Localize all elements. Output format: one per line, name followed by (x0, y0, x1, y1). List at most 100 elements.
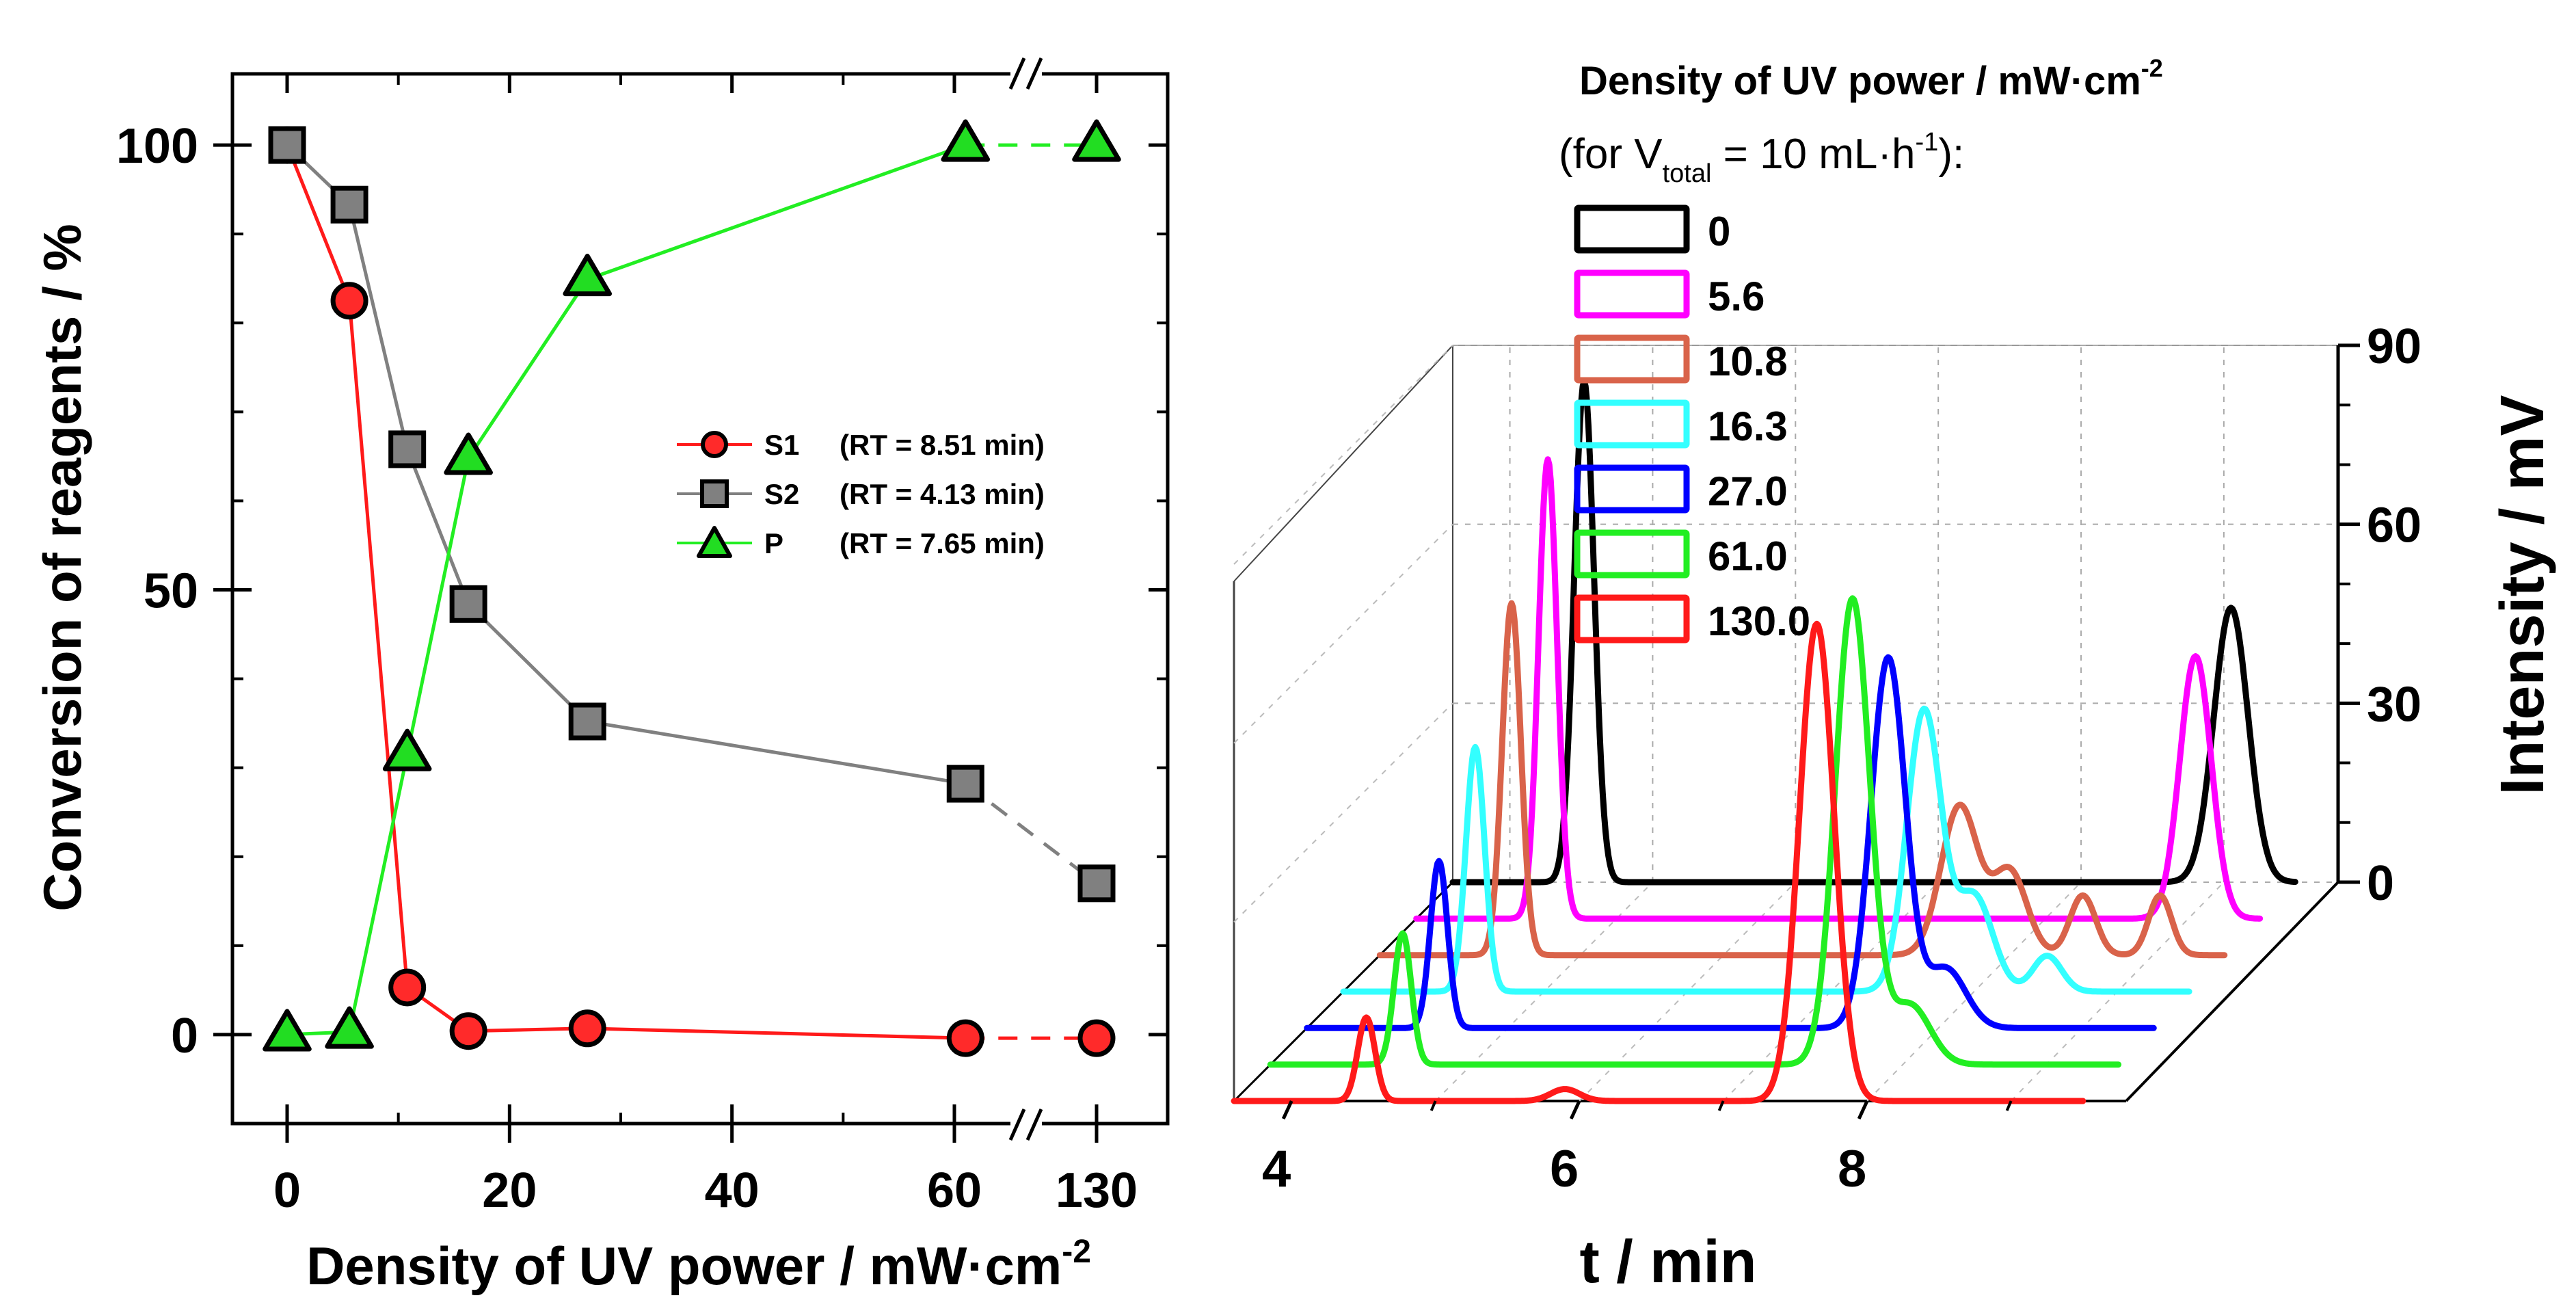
legend-rt-p: (RT = 7.65 min) (840, 527, 1045, 559)
bottom-axis-break-mark (1008, 1108, 1043, 1141)
top-axis-break-mark (1008, 57, 1043, 90)
waterfall-series (1231, 377, 2298, 1104)
legend-swatch-61-0 (1574, 529, 1690, 579)
point-p-10-8 (382, 728, 432, 771)
left-wall-gridline (1233, 523, 1453, 744)
y-tick-label: 50 (144, 563, 198, 618)
legend-title: Density of UV power / mW·cm-2 (1579, 54, 2163, 103)
legend-name-p: P (764, 527, 783, 559)
y-tick-label: 100 (116, 119, 198, 174)
legend-label-61-0: 61.0 (1708, 533, 1788, 579)
conversion-legend: S1 (RT = 8.51 min) S2 (RT = 4.13 min) P … (677, 429, 1045, 559)
point-p-16-3 (444, 432, 493, 475)
legend-triangle-marker (697, 526, 732, 558)
series-line-s1 (285, 144, 966, 1040)
point-s1-61-0 (946, 1019, 984, 1057)
z-tick-label: 60 (2367, 499, 2421, 553)
chromatogram-waterfall: 0 30 60 90 4 6 8 t / min Intensity / mV Densit… (1231, 54, 2557, 1295)
series-s2 (268, 126, 1116, 903)
legend-name-s2: S2 (764, 478, 799, 510)
point-s1-27-0 (568, 1009, 606, 1048)
conversion-axes: 0 50 100 0 20 40 60 130 (116, 74, 1168, 1218)
point-s1-5-6 (330, 282, 368, 320)
right-x-axis-title: t / min (1579, 1228, 1756, 1295)
legend-square-marker (700, 479, 729, 508)
legend-swatch-130-0 (1574, 594, 1690, 644)
x-tick-label: 6 (1550, 1140, 1579, 1198)
plot-frame (230, 72, 1170, 1126)
z-tick-label: 30 (2367, 677, 2421, 732)
x-tick-label: 40 (705, 1163, 760, 1218)
waterfall-axes: 0 30 60 90 4 6 8 (1262, 319, 2421, 1198)
point-p-0 (263, 1009, 312, 1052)
left-wall-top-edge (1233, 345, 1453, 582)
trace-61-0 (1267, 595, 2122, 1068)
x-tick-label: 8 (1838, 1140, 1866, 1198)
floor-gridline (1866, 881, 2082, 1102)
series-line-p (286, 143, 967, 1037)
series-p (263, 119, 1121, 1052)
legend-entry-5-6: 5.6 (1574, 269, 1765, 319)
y-tick-label: 0 (171, 1009, 198, 1063)
point-s2-0 (268, 126, 306, 164)
legend-entry-16-3: 16.3 (1574, 399, 1788, 449)
x-major-tick (1569, 1100, 1581, 1120)
point-s1-130-0 (1077, 1019, 1116, 1057)
point-s2-61-0 (946, 765, 984, 803)
conversion-series (263, 119, 1121, 1057)
trace-0 (1449, 377, 2298, 886)
trace-10-8 (1376, 600, 2228, 959)
z-tick-label: 90 (2367, 319, 2421, 374)
legend-entry-27-0: 27.0 (1574, 464, 1788, 514)
legend-entry-61-0: 61.0 (1574, 529, 1788, 579)
legend-entry-0: 0 (1574, 204, 1730, 254)
point-p-61-0 (941, 119, 991, 162)
legend-swatch-0 (1574, 204, 1690, 254)
x-major-tick (1281, 1100, 1293, 1120)
point-s1-10-8 (388, 968, 427, 1007)
x-tick-label: 20 (482, 1163, 537, 1218)
right-z-axis-title: Intensity / mV (2488, 395, 2557, 795)
legend-label-27-0: 27.0 (1708, 468, 1788, 514)
legend-label-130-0: 130.0 (1708, 598, 1810, 644)
x-tick-label: 4 (1262, 1140, 1291, 1198)
point-s2-27-0 (568, 702, 606, 741)
legend-swatch-10-8 (1574, 334, 1690, 384)
legend-entry-s1: S1 (RT = 8.51 min) (677, 429, 1045, 461)
point-p-130-0 (1072, 119, 1121, 162)
trace-27-0 (1304, 654, 2157, 1031)
point-s2-130-0 (1077, 864, 1116, 903)
left-x-axis-title: Density of UV power / mW·cm-2 (306, 1234, 1091, 1296)
legend-entry-10-8: 10.8 (1574, 334, 1788, 384)
point-s1-16-3 (449, 1012, 487, 1050)
x-major-tick (1857, 1100, 1869, 1120)
legend-label-10-8: 10.8 (1708, 339, 1788, 384)
point-s2-10-8 (388, 430, 427, 468)
point-p-27-0 (563, 253, 612, 297)
x-tick-label: 130 (1056, 1163, 1138, 1218)
legend-label-16-3: 16.3 (1708, 403, 1788, 449)
left-y-axis-title: Conversion of reagents / % (32, 224, 92, 912)
waterfall-legend: Density of UV power / mW·cm-2 (for Vtota… (1559, 54, 2163, 644)
legend-entry-s2: S2 (RT = 4.13 min) (677, 478, 1045, 510)
series-s1 (268, 126, 1116, 1057)
z-tick-label: 0 (2367, 856, 2394, 911)
point-s2-5-6 (330, 185, 368, 224)
series-line-break-s2 (964, 782, 1098, 885)
legend-label-5-6: 5.6 (1708, 274, 1765, 319)
trace-130-0 (1231, 620, 2087, 1104)
legend-rt-s1: (RT = 8.51 min) (840, 429, 1045, 461)
x-tick-label: 60 (927, 1163, 982, 1218)
legend-swatch-27-0 (1574, 464, 1690, 514)
legend-rt-s2: (RT = 4.13 min) (840, 478, 1045, 510)
legend-swatch-5-6 (1574, 269, 1690, 319)
legend-entry-130-0: 130.0 (1574, 594, 1810, 644)
conversion-chart: 0 50 100 0 20 40 60 130 S1 (RT = 8.51 min) (32, 57, 1170, 1296)
floor-right-edge (2125, 881, 2339, 1102)
left-wall-gridline (1233, 345, 1453, 565)
point-p-5-6 (325, 1006, 374, 1049)
legend-circle-marker (701, 431, 728, 458)
x-minor-tick (1430, 1100, 1437, 1111)
legend-label-0: 0 (1708, 209, 1730, 254)
